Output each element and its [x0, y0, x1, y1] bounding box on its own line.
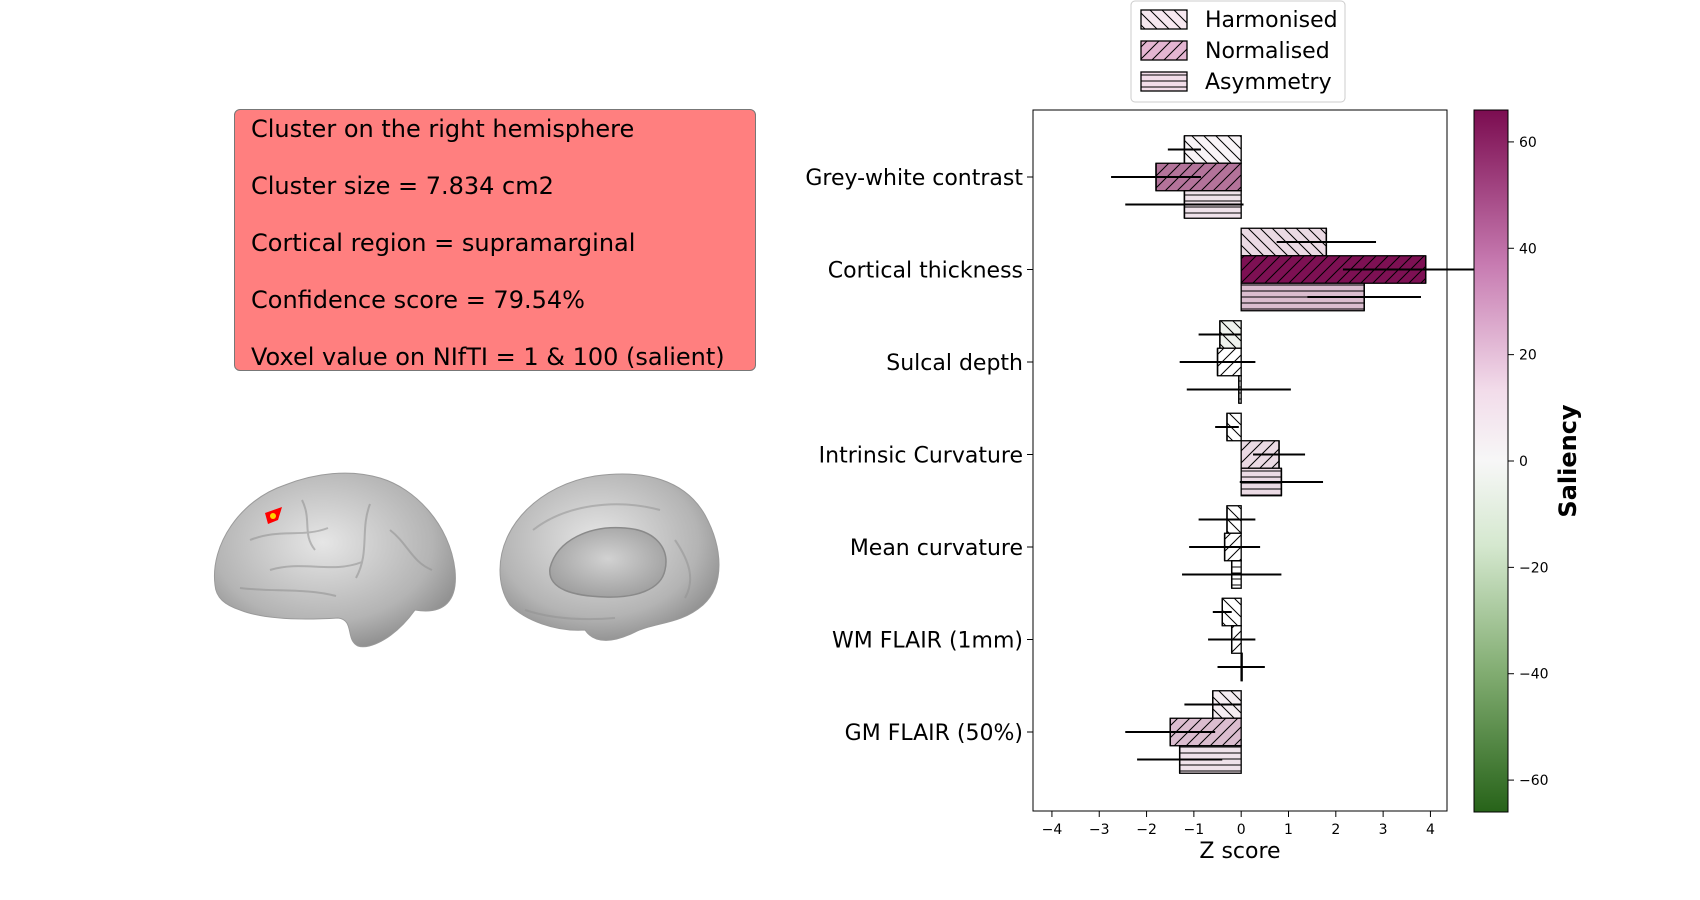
legend-swatch [1140, 40, 1188, 61]
colorbar-tick-label: −60 [1519, 773, 1549, 789]
brain-surface-views [213, 472, 720, 648]
category-label: Cortical thickness [828, 259, 1023, 284]
x-tick-label: −2 [1136, 822, 1157, 838]
x-tick-label: 0 [1237, 822, 1246, 838]
info-line-cluster-size: Cluster size = 7.834 cm2 [251, 172, 554, 200]
category-label: Grey-white contrast [805, 166, 1023, 191]
info-line-voxel-value: Voxel value on NIfTI = 1 & 100 (salient) [251, 343, 725, 371]
colorbar-tick-label: −20 [1519, 560, 1549, 576]
legend-label: Asymmetry [1205, 70, 1332, 95]
x-tick-label: −1 [1184, 822, 1205, 838]
info-line-cortical-region: Cortical region = supramarginal [251, 229, 636, 257]
category-label: WM FLAIR (1mm) [832, 629, 1023, 654]
saliency-colorbar [1473, 109, 1509, 813]
x-tick-label: 4 [1426, 822, 1435, 838]
info-line-confidence: Confidence score = 79.54% [251, 286, 585, 314]
x-tick-label: −4 [1042, 822, 1063, 838]
category-label: GM FLAIR (50%) [845, 721, 1023, 746]
colorbar-tick-label: 40 [1519, 241, 1537, 257]
category-label: Intrinsic Curvature [819, 444, 1023, 469]
x-tick-label: 1 [1284, 822, 1293, 838]
category-label: Sulcal depth [886, 351, 1023, 376]
error-bars [1111, 135, 1509, 774]
legend-label: Normalised [1205, 39, 1330, 64]
colorbar-tick-label: 0 [1519, 454, 1528, 470]
x-tick-label: 3 [1379, 822, 1388, 838]
info-line-hemisphere: Cluster on the right hemisphere [251, 115, 635, 143]
colorbar-ticks: 60 40 20 0 −20 −40 −60 [1508, 135, 1549, 789]
legend-label: Harmonised [1205, 8, 1338, 33]
x-tick-label: −3 [1089, 822, 1110, 838]
cluster-info-box: Cluster on the right hemisphere Cluster … [234, 109, 756, 371]
colorbar-tick-label: 60 [1519, 135, 1537, 151]
x-axis-label: Z score [1199, 839, 1280, 864]
plot-frame [1032, 109, 1448, 812]
category-label: Mean curvature [850, 536, 1023, 561]
colorbar-tick-label: −40 [1519, 667, 1549, 683]
category-axis: Grey-white contrast Cortical thickness Sul… [805, 166, 1033, 746]
colorbar-tick-label: 20 [1519, 348, 1537, 364]
legend-swatch [1140, 71, 1188, 92]
chart-legend: Harmonised Normalised Asymmetry [1130, 0, 1346, 103]
colorbar-label: Saliency [1554, 404, 1582, 518]
brain-lateral-view [213, 472, 456, 648]
legend-swatch [1140, 9, 1188, 30]
x-axis: −4 −3 −2 −1 0 1 2 3 4 [1042, 811, 1435, 838]
brain-medial-view [499, 473, 720, 641]
x-tick-label: 2 [1331, 822, 1340, 838]
